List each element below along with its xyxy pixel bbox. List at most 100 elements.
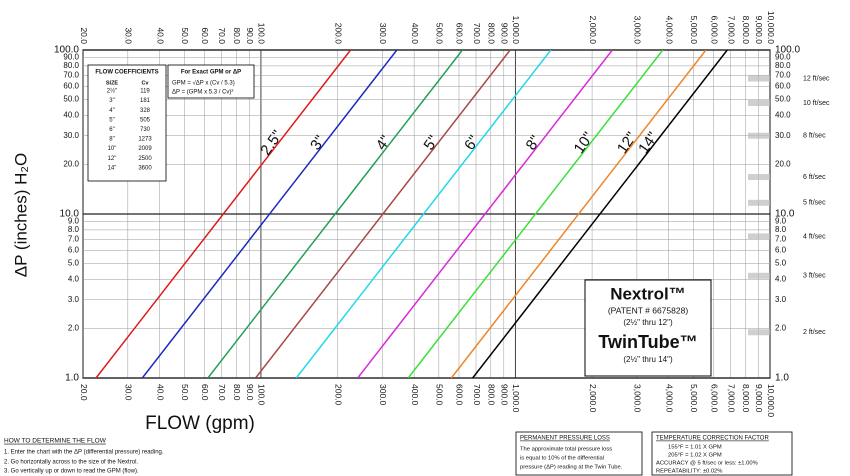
y-tick-label: 60.0 xyxy=(775,81,791,90)
flow-line xyxy=(407,50,664,378)
x-tick-label: 200.0 xyxy=(333,384,343,406)
howto-step: 2. Go horizontally across to the size of… xyxy=(4,460,138,466)
flow-line xyxy=(95,50,352,378)
table-rows: 2½" 119 3" 181 4" 328 5" 505 6" 730 8" 1273 10" 2009 1… xyxy=(107,88,153,172)
y-tick-label: 9.0 xyxy=(68,217,80,226)
velocity-label: 3 ft/sec xyxy=(803,273,826,280)
table-cv: 2500 xyxy=(138,156,152,162)
x-tick-label: 800.0 xyxy=(487,384,497,406)
y-tick-label: 9.0 xyxy=(775,217,787,226)
table-size: 2½" xyxy=(107,88,117,95)
x-tick-label: 5,000.0 xyxy=(689,384,699,413)
x-tick-label: 4,000.0 xyxy=(664,384,674,413)
velocity-label: 12 ft/sec xyxy=(803,75,830,82)
table-cv: 119 xyxy=(140,89,150,95)
brand-patent: (PATENT # 6675828) xyxy=(608,305,688,315)
table-header: Cv xyxy=(141,80,149,86)
x-tick-label: 20.0 xyxy=(79,384,89,401)
x-tick-label: 30.0 xyxy=(124,27,134,44)
x-tick-label: 100.0 xyxy=(257,384,267,406)
y-tick-label: 8.0 xyxy=(775,225,787,234)
x-tick-label: 900.0 xyxy=(500,23,510,45)
howto: HOW TO DETERMINE THE FLOW 1. Enter the c… xyxy=(4,438,164,475)
brand-frame xyxy=(584,279,712,377)
x-tick-label: 5,000.0 xyxy=(689,16,699,45)
x-tick-label: 9,000.0 xyxy=(754,384,764,413)
x-tick-label: 6,000.0 xyxy=(709,16,719,45)
flow-table: FLOW COEFFICIENTS SIZE Cv 2½" 119 3" 181 4" 3… xyxy=(87,64,167,182)
brand-box: Nextrol™ (PATENT # 6675828) (2½" thru 12… xyxy=(584,279,712,377)
table-size: 10" xyxy=(108,146,117,152)
temperature-line: 155°F = 1.01 X GPM xyxy=(668,445,722,451)
pressure-line: is equal to 10% of the differential xyxy=(520,456,604,462)
pressure-line: pressure (ΔP) reading at the Twin Tube. xyxy=(520,465,623,471)
brand-range: (2½" thru 12") xyxy=(623,318,673,327)
table-title: FLOW COEFFICIENTS xyxy=(95,70,158,76)
formula-line: GPM = √ΔP x (Cv / 5.3) xyxy=(172,80,235,87)
y-tick-label: 2.0 xyxy=(68,324,80,333)
y-tick-label: 100.0 xyxy=(775,45,800,56)
table-size: 8" xyxy=(109,137,114,143)
formula-frame xyxy=(167,64,255,99)
y-tick-label: 3.0 xyxy=(775,295,787,304)
x-tick-label: 60.0 xyxy=(200,27,210,44)
velocity-label: 5 ft/sec xyxy=(803,200,826,207)
y-tick-label: 100.0 xyxy=(54,45,79,56)
x-tick-label: 90.0 xyxy=(245,384,255,401)
flow-line xyxy=(207,50,464,378)
velocity-marker xyxy=(748,174,770,181)
temperature-frame xyxy=(651,431,793,476)
table-box xyxy=(87,64,167,182)
x-tick-label: 700.0 xyxy=(472,23,482,45)
velocity-marker xyxy=(748,132,770,139)
y-tick-label: 40.0 xyxy=(63,110,79,119)
x-tick-label: 40.0 xyxy=(155,27,165,44)
table-header: SIZE xyxy=(106,80,119,86)
table-size: 6" xyxy=(109,127,114,133)
x-tick-label: 400.0 xyxy=(410,23,420,45)
x-tick-label: 6,000.0 xyxy=(709,384,719,413)
table-cv: 3600 xyxy=(138,165,152,171)
temperature-box: TEMPERATURE CORRECTION FACTOR 155°F = 1.… xyxy=(651,431,793,476)
pressure-line: The approximate total pressure loss xyxy=(520,447,612,453)
y-tick-label: 60.0 xyxy=(63,81,79,90)
y-tick-label: 5.0 xyxy=(775,258,787,267)
x-tick-label: 40.0 xyxy=(155,384,165,401)
brand-name: TwinTube™ xyxy=(598,332,697,352)
y-tick-label: 80.0 xyxy=(775,61,791,70)
y-tick-label: 8.0 xyxy=(68,225,80,234)
velocity-marker xyxy=(748,100,770,107)
y-tick-label: 7.0 xyxy=(775,235,787,244)
y-tick-label: 7.0 xyxy=(68,235,80,244)
table-cv: 2009 xyxy=(138,146,152,152)
y-tick-label: 50.0 xyxy=(63,94,79,103)
x-tick-label: 7,000.0 xyxy=(726,384,736,413)
y-tick-label: 2.0 xyxy=(775,324,787,333)
x-tick-label: 80.0 xyxy=(232,27,242,44)
velocity-label: 8 ft/sec xyxy=(803,133,826,140)
x-tick-label: 900.0 xyxy=(500,384,510,406)
velocity-label: 2 ft/sec xyxy=(803,329,826,336)
howto-title: HOW TO DETERMINE THE FLOW xyxy=(4,438,107,445)
x-tick-label: 2,000.0 xyxy=(588,384,598,413)
velocity-label: 10 ft/sec xyxy=(803,100,830,107)
y-tick-label: 3.0 xyxy=(68,295,80,304)
temperature-title: TEMPERATURE CORRECTION FACTOR xyxy=(656,436,769,442)
flow-line xyxy=(141,50,398,378)
x-tick-label: 4,000.0 xyxy=(664,16,674,45)
x-tick-label: 7,000.0 xyxy=(726,16,736,45)
x-tick-label: 3,000.0 xyxy=(633,16,643,45)
y-tick-label: 10.0 xyxy=(775,209,795,220)
x-tick-label: 20.0 xyxy=(79,27,89,44)
x-tick-label: 90.0 xyxy=(245,27,255,44)
velocity-label: 4 ft/sec xyxy=(803,233,826,240)
x-tick-label: 700.0 xyxy=(472,384,482,406)
x-tick-label: 1,000.0 xyxy=(511,384,521,413)
y-axis-label: ΔP (inches) H₂O xyxy=(11,153,30,277)
y-tick-label: 6.0 xyxy=(68,245,80,254)
velocity-marker xyxy=(748,272,770,279)
velocity-marker xyxy=(748,199,770,206)
x-tick-label: 80.0 xyxy=(232,384,242,401)
table-size: 12" xyxy=(108,156,117,162)
